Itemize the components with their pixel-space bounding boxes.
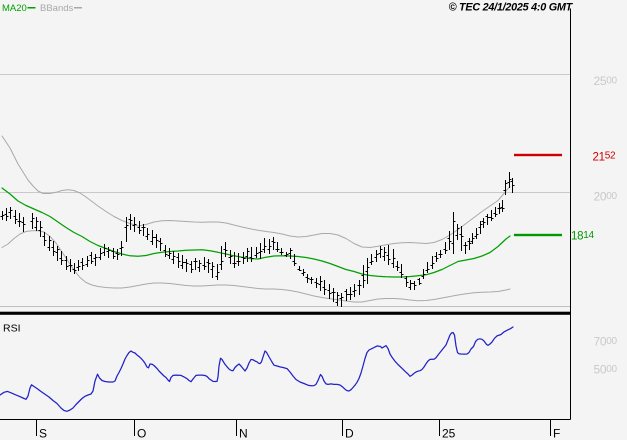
svg-text:2500: 2500 [594,74,618,88]
svg-text:5000: 5000 [594,363,618,377]
svg-text:N: N [239,427,248,440]
svg-text:BBands: BBands [40,3,74,14]
svg-text:2152: 2152 [593,150,616,163]
svg-text:1814: 1814 [571,230,594,243]
svg-text:O: O [137,427,146,440]
svg-text:F: F [553,427,560,440]
svg-text:© TEC 24/1/2025 4:0 GMT: © TEC 24/1/2025 4:0 GMT [449,2,574,14]
svg-text:MA20: MA20 [2,3,27,14]
svg-text:S: S [39,427,47,440]
svg-text:7000: 7000 [594,335,618,349]
svg-text:D: D [345,427,354,440]
svg-text:RSI: RSI [3,323,21,335]
svg-text:25: 25 [442,427,456,440]
svg-text:2000: 2000 [594,190,618,204]
